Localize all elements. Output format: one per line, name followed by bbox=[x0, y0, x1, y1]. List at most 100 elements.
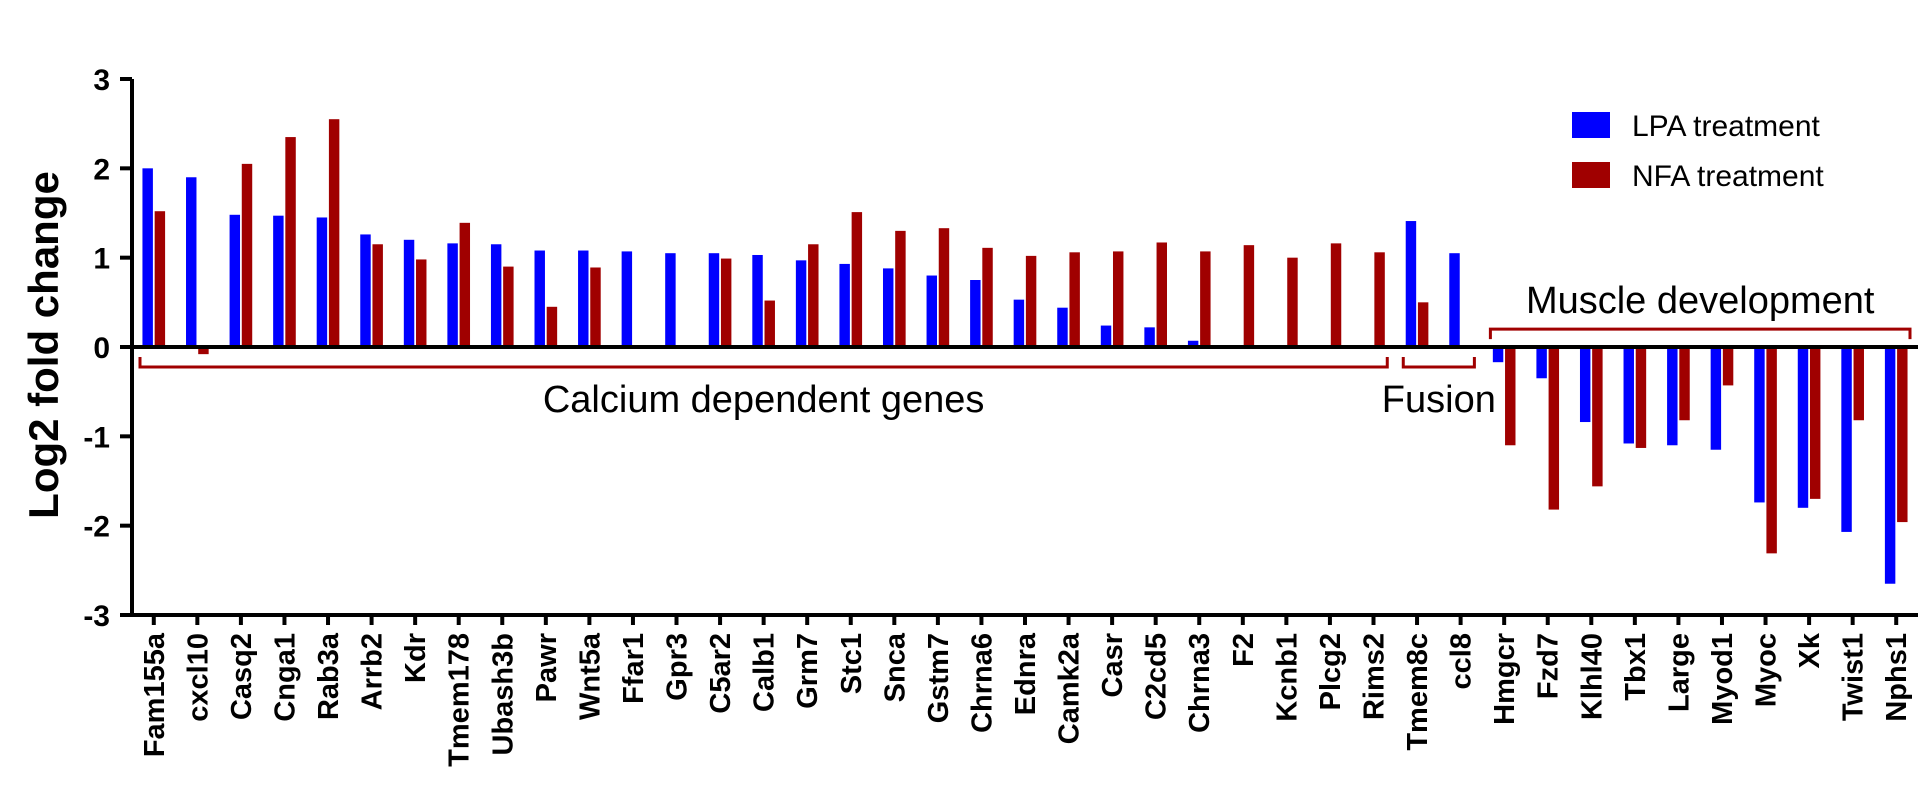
bar-lpa-ubash3b bbox=[490, 244, 502, 347]
group-bracket bbox=[1401, 357, 1476, 369]
category-label: Myoc bbox=[1751, 633, 1783, 707]
y-axis: 3 2 1 0 -1 -2 -3 bbox=[83, 64, 132, 633]
legend: LPA treatment NFA treatment bbox=[1572, 110, 1824, 193]
category-label: Plcg2 bbox=[1315, 633, 1347, 710]
category-label: Fzd7 bbox=[1533, 633, 1565, 699]
category-label: Chrna6 bbox=[966, 633, 998, 733]
bar-nfa-calb1 bbox=[764, 300, 775, 347]
category-label: Chrna3 bbox=[1184, 633, 1216, 733]
y-tick-label: -3 bbox=[83, 600, 110, 633]
category-label: Xk bbox=[1794, 632, 1826, 668]
category-label: C2cd5 bbox=[1141, 633, 1173, 720]
bar-lpa-klhl40 bbox=[1579, 347, 1591, 423]
category-label: Fam155a bbox=[139, 632, 171, 757]
bar-nfa-camk2a bbox=[1069, 252, 1080, 347]
category-label: Klhl40 bbox=[1576, 633, 1608, 720]
category-label: Hmgcr bbox=[1489, 633, 1521, 725]
bar-lpa-arrb2 bbox=[360, 234, 371, 347]
legend-label: LPA treatment bbox=[1632, 110, 1821, 143]
category-label: Kcnb1 bbox=[1271, 633, 1303, 722]
category-label: Casr bbox=[1097, 633, 1129, 698]
bar-nfa-chrna6 bbox=[982, 247, 993, 347]
category-label: cxcl10 bbox=[182, 633, 214, 722]
y-tick-label: 0 bbox=[93, 332, 110, 365]
bar-lpa-tmem8c bbox=[1405, 221, 1417, 347]
bar-lpa-large bbox=[1667, 347, 1678, 446]
y-tick-label: -1 bbox=[83, 421, 110, 454]
bar-lpa-chrna6 bbox=[970, 280, 981, 347]
category-label: Camk2a bbox=[1054, 632, 1086, 744]
category-label: Pawr bbox=[531, 633, 563, 702]
category-label: Rab3a bbox=[313, 632, 345, 720]
category-label: Ffar1 bbox=[618, 633, 650, 704]
bar-nfa-large bbox=[1679, 347, 1690, 421]
bar-nfa-cxcl10 bbox=[198, 347, 209, 355]
bar-lpa-ednra bbox=[1013, 299, 1025, 347]
y-tick-label: 2 bbox=[93, 153, 110, 186]
group-label: Fusion bbox=[1382, 379, 1496, 421]
bar-nfa-hmgcr bbox=[1505, 347, 1516, 446]
category-label: Nphs1 bbox=[1881, 633, 1913, 722]
category-label: Stc1 bbox=[836, 633, 868, 694]
bar-nfa-casq2 bbox=[241, 163, 253, 347]
group-bracket bbox=[1488, 327, 1912, 340]
y-tick-label: 1 bbox=[93, 243, 110, 276]
category-label: Ednra bbox=[1010, 632, 1042, 715]
bar-lpa-grm7 bbox=[795, 260, 807, 347]
category-label: Tmem178 bbox=[444, 633, 476, 767]
group-annotations: Calcium dependent genes Fusion Muscle deve… bbox=[138, 280, 1912, 421]
category-label: Casq2 bbox=[226, 633, 258, 720]
bar-nfa-pawr bbox=[546, 306, 558, 347]
bar-nfa-wnt5a bbox=[590, 267, 601, 347]
bar-nfa-klhl40 bbox=[1592, 347, 1603, 487]
category-label: Gpr3 bbox=[662, 633, 694, 701]
bar-nfa-chrna3 bbox=[1200, 251, 1211, 347]
category-label: Large bbox=[1663, 633, 1695, 712]
category-label: Rims2 bbox=[1358, 633, 1390, 720]
category-label: Arrb2 bbox=[357, 633, 389, 710]
bar-nfa-stc1 bbox=[851, 212, 863, 347]
category-label: Ubash3b bbox=[487, 633, 519, 755]
bar-lpa-casr bbox=[1100, 325, 1112, 347]
category-label: Snca bbox=[879, 632, 911, 702]
bar-nfa-c5ar2 bbox=[720, 258, 732, 347]
bar-nfa-myoc bbox=[1766, 347, 1777, 554]
bar-lpa-stc1 bbox=[839, 263, 850, 347]
bar-lpa-snca bbox=[882, 268, 894, 347]
bar-nfa-tmem178 bbox=[459, 222, 471, 347]
y-axis-title: Log2 fold change bbox=[20, 171, 67, 519]
bar-lpa-casq2 bbox=[229, 214, 241, 347]
bar-lpa-nphs1 bbox=[1884, 347, 1896, 584]
group-bracket bbox=[138, 357, 1389, 369]
bar-lpa-ccl8 bbox=[1449, 253, 1460, 347]
category-label: C5ar2 bbox=[705, 633, 737, 714]
bar-nfa-c2cd5 bbox=[1156, 242, 1167, 347]
bar-nfa-kcnb1 bbox=[1287, 257, 1298, 347]
bar-lpa-fzd7 bbox=[1536, 347, 1547, 379]
bar-lpa-fam155a bbox=[142, 168, 153, 347]
legend-label: NFA treatment bbox=[1632, 160, 1824, 193]
bar-lpa-cxcl10 bbox=[186, 177, 197, 347]
bar-lpa-gstm7 bbox=[926, 275, 937, 347]
group-label: Calcium dependent genes bbox=[543, 379, 985, 421]
category-labels: Fam155a cxcl10 Casq2 Cnga1 Rab3a Arrb2 Kdr Tmem… bbox=[139, 615, 1913, 767]
bar-lpa-tbx1 bbox=[1623, 347, 1634, 444]
bar-nfa-casr bbox=[1112, 251, 1124, 347]
bar-nfa-fzd7 bbox=[1548, 347, 1560, 510]
category-label: Kdr bbox=[400, 633, 432, 683]
bar-lpa-twist1 bbox=[1841, 347, 1852, 532]
legend-swatch bbox=[1572, 162, 1610, 188]
bar-nfa-arrb2 bbox=[372, 244, 383, 347]
bar-lpa-wnt5a bbox=[578, 250, 589, 347]
bar-nfa-tmem8c bbox=[1417, 302, 1429, 347]
bar-lpa-chrna3 bbox=[1187, 340, 1199, 347]
category-label: Twist1 bbox=[1838, 633, 1870, 721]
bar-lpa-gpr3 bbox=[665, 253, 676, 347]
bar-lpa-calb1 bbox=[752, 254, 763, 347]
bar-lpa-myoc bbox=[1754, 347, 1765, 503]
bar-nfa-tbx1 bbox=[1635, 347, 1647, 448]
y-tick-label: 3 bbox=[93, 64, 110, 97]
category-label: F2 bbox=[1228, 633, 1260, 667]
bar-nfa-fam155a bbox=[154, 211, 166, 347]
